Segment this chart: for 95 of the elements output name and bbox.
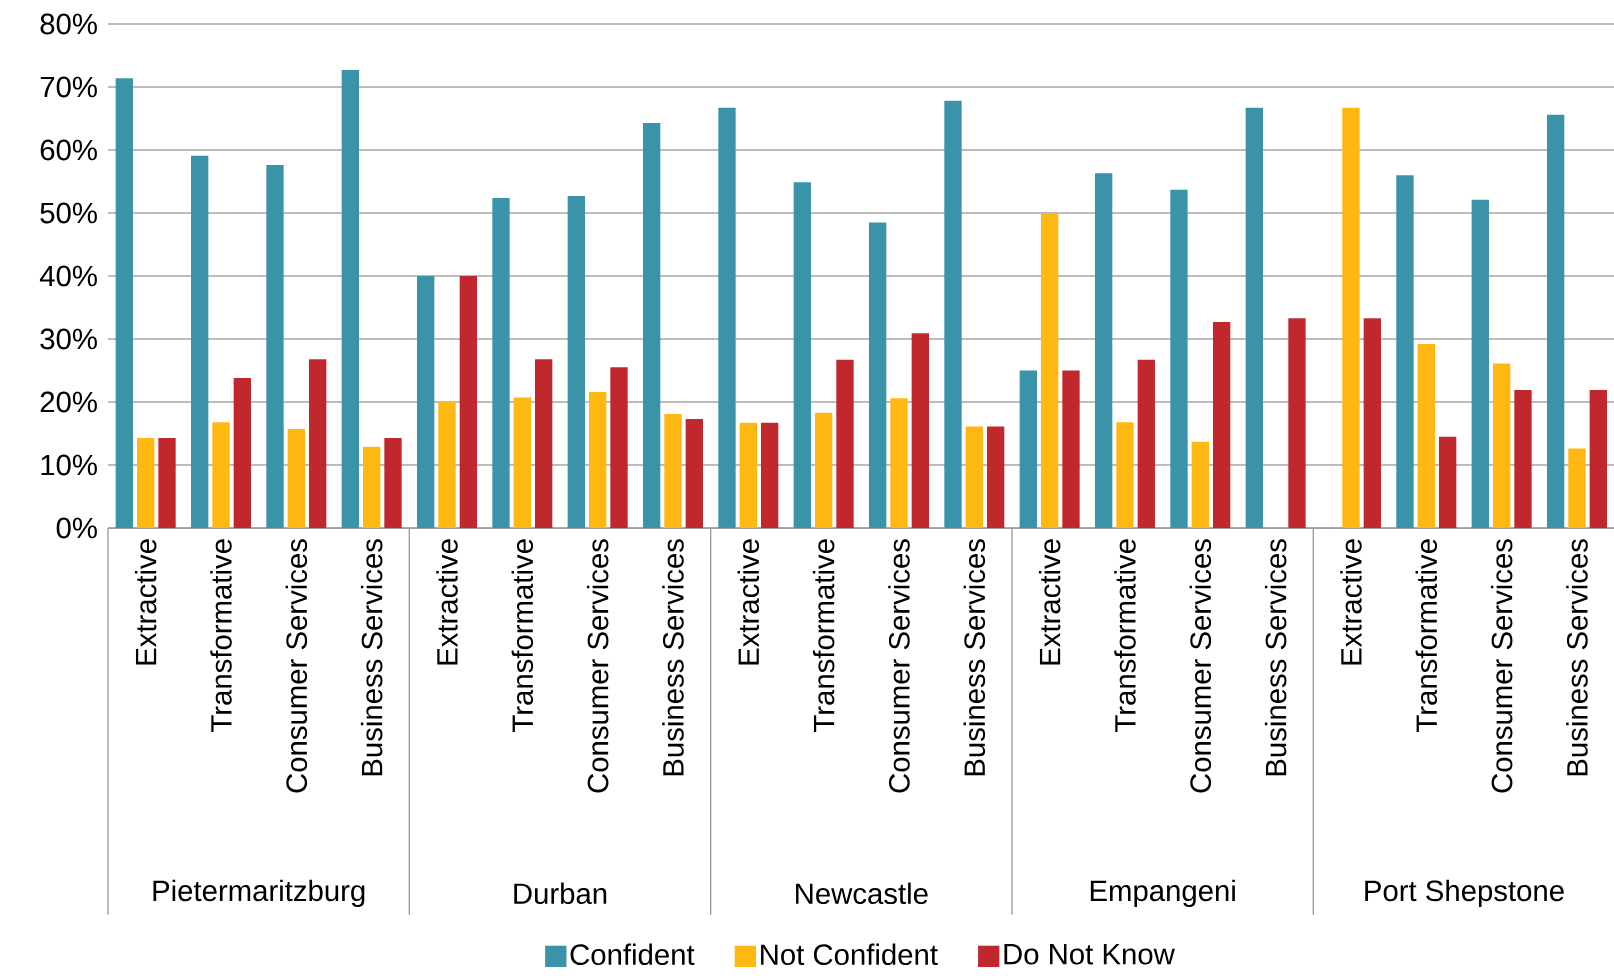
x-tick-label: Extractive	[134, 539, 157, 665]
y-tick-label: 80%	[40, 13, 97, 35]
bar	[567, 195, 585, 528]
y-tick-label: 70%	[40, 76, 97, 98]
bar	[965, 426, 983, 528]
bar	[868, 222, 887, 528]
bar	[115, 78, 133, 528]
bar	[1040, 213, 1059, 528]
legend-label: Not Confident	[761, 943, 938, 966]
bar	[1363, 318, 1381, 528]
bar	[814, 412, 833, 528]
bar	[739, 422, 757, 528]
text: Pietermaritzburg	[153, 879, 365, 907]
bar	[1137, 359, 1155, 528]
x-tick-label: Business Services	[1566, 539, 1588, 776]
text: Empangeni	[1090, 879, 1235, 907]
text: Newcastle	[796, 882, 928, 905]
y-tick-label: 50%	[40, 202, 97, 224]
bar	[1514, 390, 1532, 528]
bar	[836, 359, 854, 528]
x-tick-label: Business Services	[1264, 539, 1287, 776]
bar	[944, 100, 962, 528]
bar	[793, 182, 811, 528]
y-tick-label: 30%	[40, 328, 97, 350]
x-tick-label: Extractive	[737, 539, 760, 665]
bar	[233, 378, 251, 528]
bar	[309, 359, 327, 528]
bar	[664, 413, 682, 528]
x-tick-label: Extractive	[436, 539, 458, 665]
y-tick-label: 10%	[41, 454, 97, 476]
bar	[685, 419, 703, 528]
bar	[1546, 114, 1565, 528]
bar	[266, 165, 284, 528]
legend-label: Do Not Know	[1004, 944, 1175, 965]
bar	[1170, 189, 1188, 528]
bar	[1471, 199, 1489, 528]
legend-label: Confident	[570, 943, 695, 966]
bar	[1245, 107, 1263, 528]
bar	[890, 398, 908, 528]
x-tick-label: Transformative	[210, 539, 232, 732]
bar	[191, 155, 209, 528]
text: Durban	[514, 882, 607, 905]
bar	[986, 426, 1005, 528]
bar	[1288, 318, 1306, 528]
bar	[137, 437, 155, 528]
bar	[1589, 390, 1607, 528]
bar	[1342, 107, 1360, 528]
y-tick-label: 0%	[56, 517, 97, 539]
bar	[363, 446, 381, 528]
bar	[341, 69, 359, 528]
bar	[1116, 422, 1134, 528]
x-tick-label: Transformative	[511, 539, 534, 732]
bar	[1094, 173, 1113, 528]
bar	[1062, 370, 1080, 528]
y-tick-label: 20%	[40, 391, 97, 413]
bar	[760, 422, 779, 528]
bar	[1492, 363, 1511, 528]
bar	[534, 359, 553, 528]
x-tick-label: Transformative	[1415, 539, 1438, 732]
bar	[438, 401, 456, 528]
bar	[212, 422, 230, 528]
bar	[1019, 370, 1037, 528]
bar	[718, 107, 736, 528]
x-tick-label: Business Services	[662, 539, 684, 776]
bar	[1417, 344, 1435, 528]
x-tick-label: Transformative	[812, 539, 835, 732]
x-tick-label: Consumer Services	[1490, 539, 1513, 793]
x-tick-label: Consumer Services	[586, 539, 609, 793]
bar	[384, 437, 402, 528]
bar	[1212, 321, 1231, 528]
text: Port Shepstone	[1365, 879, 1564, 907]
x-tick-label: Business Services	[963, 539, 986, 776]
bar	[643, 122, 661, 528]
x-tick-label: Consumer Services	[888, 539, 910, 793]
y-tick-label: 60%	[40, 139, 97, 161]
x-tick-label: Extractive	[1038, 539, 1061, 665]
bar	[1396, 175, 1414, 528]
bar	[610, 367, 628, 528]
bar	[513, 397, 531, 528]
bar	[911, 333, 929, 528]
x-tick-label: Consumer Services	[285, 539, 308, 793]
x-tick-label: Transformative	[1114, 539, 1136, 732]
bar	[588, 391, 607, 528]
bar	[1191, 441, 1209, 528]
bar	[287, 429, 305, 528]
bar	[1438, 436, 1457, 528]
y-tick-label: 40%	[39, 265, 97, 287]
bar	[158, 437, 176, 528]
x-tick-label: Extractive	[1340, 539, 1362, 665]
bar	[492, 197, 510, 528]
bar	[417, 275, 435, 528]
bar	[459, 275, 477, 528]
bar	[1568, 448, 1586, 528]
x-tick-label: Business Services	[360, 539, 383, 776]
x-tick-label: Consumer Services	[1189, 539, 1212, 793]
